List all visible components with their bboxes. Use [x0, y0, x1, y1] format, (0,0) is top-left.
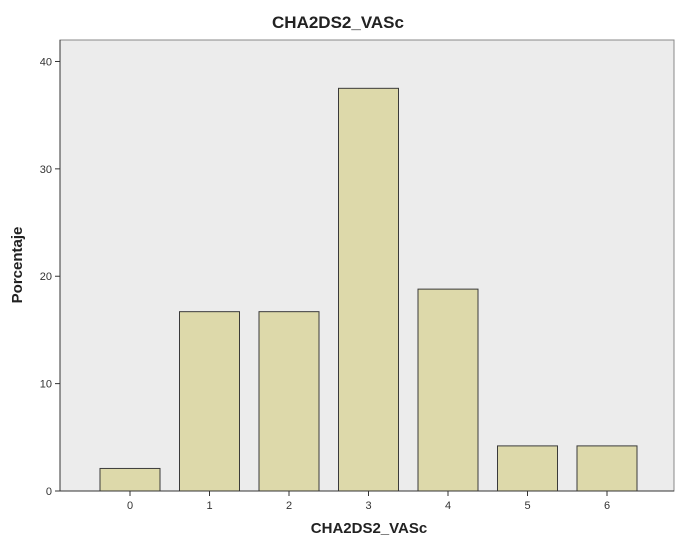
x-tick-label: 4 — [445, 500, 451, 512]
bar-1 — [179, 311, 240, 492]
x-tick-label: 2 — [286, 500, 292, 512]
x-tick-label: 6 — [604, 500, 610, 512]
y-tick-label: 0 — [46, 486, 52, 498]
x-tick-label: 5 — [524, 500, 530, 512]
bar-3 — [338, 87, 399, 492]
y-axis: 0 10 20 30 40 — [40, 40, 61, 498]
bar-4 — [417, 288, 479, 492]
bar-0 — [99, 467, 161, 492]
y-axis-label: Porcentaje — [9, 227, 26, 304]
y-tick-label: 40 — [40, 56, 52, 68]
y-tick-label: 20 — [40, 271, 52, 283]
bar-5 — [497, 445, 558, 492]
x-tick-label: 0 — [127, 500, 133, 512]
bars-group — [99, 87, 638, 492]
x-tick-label: 3 — [365, 500, 371, 512]
x-tick-label: 1 — [206, 500, 212, 512]
bar-2 — [258, 311, 320, 492]
chart-title: CHA2DS2_VASc — [272, 13, 404, 32]
y-tick-label: 10 — [40, 379, 52, 391]
y-tick-label: 30 — [40, 164, 52, 176]
x-axis-label: CHA2DS2_VASc — [311, 520, 427, 537]
x-axis: 0 1 2 3 4 5 6 — [60, 490, 674, 512]
bar-6 — [576, 445, 638, 492]
